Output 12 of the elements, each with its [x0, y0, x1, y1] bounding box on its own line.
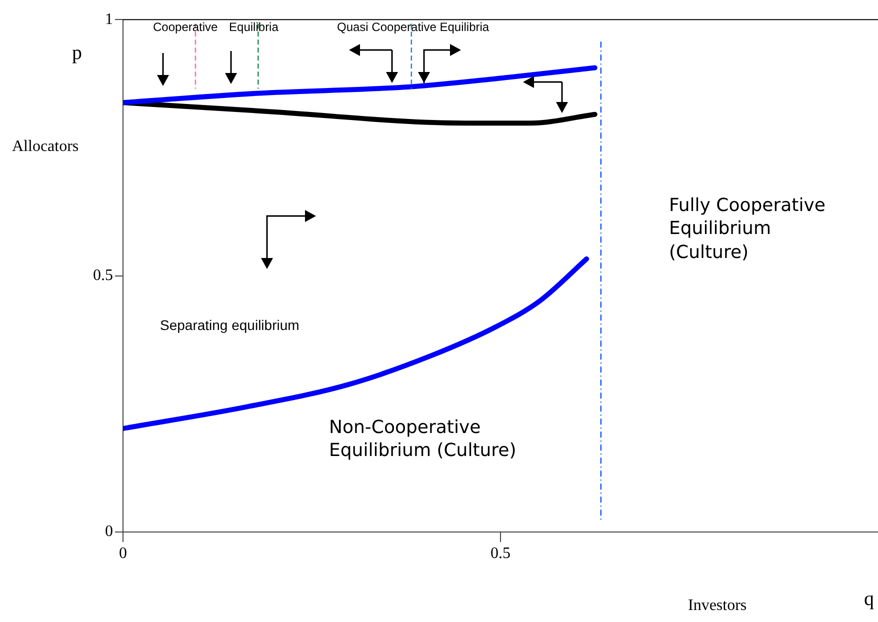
y-tick-label: 0.5	[93, 267, 113, 284]
x-axis-title: Investors	[688, 597, 747, 615]
annotation: Cooperative Equilibria	[153, 20, 278, 36]
text: p	[72, 41, 82, 66]
annotation: Separating equilibrium	[160, 316, 300, 334]
y-axis-title: Allocators	[12, 138, 79, 156]
annotation: Quasi Cooperative Equilibria	[337, 20, 490, 36]
y-tick-label: 0	[105, 523, 113, 540]
annotation: Fully Cooperative Equilibrium (Culture)	[669, 194, 826, 264]
y-tick-label: 1	[105, 10, 113, 28]
text: q	[864, 587, 874, 612]
annotation: Non-Cooperative Equilibrium (Culture)	[329, 416, 516, 463]
